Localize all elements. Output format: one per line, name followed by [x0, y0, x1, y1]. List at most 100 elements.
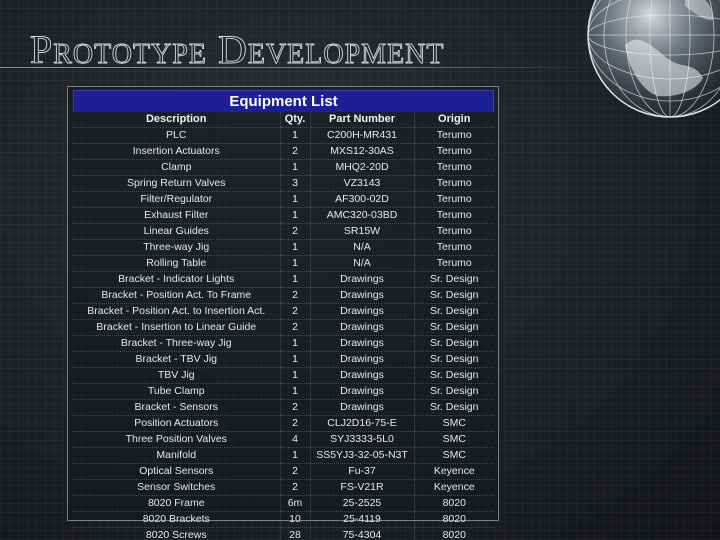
- cell-qty: 2: [279, 287, 310, 304]
- cell-origin: Sr. Design: [413, 319, 494, 336]
- table-row: Three Position Valves 4 SYJ3333-5L0 SMC: [73, 431, 494, 448]
- cell-description: Bracket - Position Act. To Frame: [73, 287, 280, 304]
- cell-origin: Sr. Design: [413, 383, 494, 400]
- cell-qty: 4: [279, 431, 310, 448]
- table-header-row: Description Qty. Part Number Origin: [73, 112, 494, 128]
- cell-origin: Sr. Design: [413, 335, 494, 352]
- cell-description: Three-way Jig: [73, 239, 280, 256]
- cell-origin: Terumo: [413, 255, 494, 272]
- table-row: Bracket - Indicator Lights 1 Drawings Sr. D…: [73, 271, 494, 288]
- cell-description: Manifold: [73, 447, 280, 464]
- cell-qty: 28: [279, 527, 310, 540]
- cell-description: PLC: [73, 127, 280, 144]
- cell-qty: 1: [279, 191, 310, 208]
- cell-origin: Terumo: [413, 207, 494, 224]
- table-row: Position Actuators 2 CLJ2D16-75-E SMC: [73, 415, 494, 432]
- cell-part-number: VZ3143: [309, 175, 414, 192]
- table-row: Bracket - Insertion to Linear Guide 2 Draw…: [73, 319, 494, 336]
- table-body: PLC 1 C200H-MR431 Terumo Insertion Actuators…: [73, 127, 494, 540]
- table-row: 8020 Screws 28 75-4304 8020: [73, 527, 494, 540]
- title-divider: [0, 67, 600, 68]
- cell-qty: 1: [279, 255, 310, 272]
- cell-origin: Terumo: [413, 239, 494, 256]
- cell-part-number: 25-4119: [309, 511, 414, 528]
- cell-part-number: Fu-37: [309, 463, 414, 480]
- cell-part-number: SS5YJ3-32-05-N3T: [309, 447, 414, 464]
- cell-part-number: C200H-MR431: [309, 127, 414, 144]
- cell-qty: 1: [279, 383, 310, 400]
- cell-description: Optical Sensors: [73, 463, 280, 480]
- cell-part-number: N/A: [309, 239, 414, 256]
- cell-qty: 1: [279, 335, 310, 352]
- cell-description: Bracket - Position Act. to Insertion Act…: [73, 303, 280, 320]
- table-row: PLC 1 C200H-MR431 Terumo: [73, 127, 494, 144]
- column-header-origin: Origin: [413, 112, 494, 128]
- cell-part-number: Drawings: [309, 319, 414, 336]
- table-row: Bracket - Position Act. To Frame 2 Drawing…: [73, 287, 494, 304]
- column-header-description: Description: [73, 112, 280, 128]
- table-row: Exhaust Filter 1 AMC320-03BD Terumo: [73, 207, 494, 224]
- table-row: Tube Clamp 1 Drawings Sr. Design: [73, 383, 494, 400]
- cell-qty: 1: [279, 271, 310, 288]
- cell-origin: Keyence: [413, 463, 494, 480]
- cell-part-number: Drawings: [309, 271, 414, 288]
- cell-origin: Sr. Design: [413, 303, 494, 320]
- cell-description: Insertion Actuators: [73, 143, 280, 160]
- cell-qty: 2: [279, 415, 310, 432]
- cell-qty: 6m: [279, 495, 310, 512]
- cell-qty: 1: [279, 447, 310, 464]
- cell-qty: 2: [279, 319, 310, 336]
- table-row: TBV Jig 1 Drawings Sr. Design: [73, 367, 494, 384]
- cell-description: TBV Jig: [73, 367, 280, 384]
- cell-origin: Terumo: [413, 175, 494, 192]
- table-row: Linear Guides 2 SR15W Terumo: [73, 223, 494, 240]
- table-row: Spring Return Valves 3 VZ3143 Terumo: [73, 175, 494, 192]
- column-header-part-number: Part Number: [309, 112, 414, 128]
- globe-icon: [587, 0, 720, 118]
- column-header-qty: Qty.: [279, 112, 310, 128]
- cell-origin: Sr. Design: [413, 351, 494, 368]
- cell-qty: 1: [279, 207, 310, 224]
- table-row: Optical Sensors 2 Fu-37 Keyence: [73, 463, 494, 480]
- cell-origin: 8020: [413, 527, 494, 540]
- table-row: Three-way Jig 1 N/A Terumo: [73, 239, 494, 256]
- cell-origin: Terumo: [413, 159, 494, 176]
- cell-origin: 8020: [413, 495, 494, 512]
- cell-origin: Sr. Design: [413, 399, 494, 416]
- cell-qty: 2: [279, 223, 310, 240]
- cell-origin: Sr. Design: [413, 287, 494, 304]
- table-row: Filter/Regulator 1 AF300-02D Terumo: [73, 191, 494, 208]
- cell-part-number: Drawings: [309, 383, 414, 400]
- cell-origin: Keyence: [413, 479, 494, 496]
- equipment-list-table: Equipment List Description Qty. Part Num…: [73, 90, 494, 540]
- cell-origin: Sr. Design: [413, 271, 494, 288]
- slide-title: Prototype Development: [30, 27, 445, 72]
- table-caption: Equipment List: [73, 90, 494, 112]
- cell-part-number: 75-4304: [309, 527, 414, 540]
- cell-description: 8020 Screws: [73, 527, 280, 540]
- table-row: 8020 Brackets 10 25-4119 8020: [73, 511, 494, 528]
- cell-qty: 2: [279, 303, 310, 320]
- cell-origin: Terumo: [413, 143, 494, 160]
- table-row: Bracket - TBV Jig 1 Drawings Sr. Design: [73, 351, 494, 368]
- cell-origin: Terumo: [413, 191, 494, 208]
- cell-description: Linear Guides: [73, 223, 280, 240]
- cell-origin: 8020: [413, 511, 494, 528]
- cell-qty: 10: [279, 511, 310, 528]
- cell-qty: 3: [279, 175, 310, 192]
- cell-qty: 2: [279, 463, 310, 480]
- cell-description: Bracket - Sensors: [73, 399, 280, 416]
- cell-qty: 2: [279, 143, 310, 160]
- table-row: Bracket - Sensors 2 Drawings Sr. Design: [73, 399, 494, 416]
- table-row: 8020 Frame 6m 25-2525 8020: [73, 495, 494, 512]
- cell-part-number: Drawings: [309, 351, 414, 368]
- cell-description: Bracket - Insertion to Linear Guide: [73, 319, 280, 336]
- cell-qty: 1: [279, 367, 310, 384]
- cell-origin: Terumo: [413, 127, 494, 144]
- cell-part-number: SR15W: [309, 223, 414, 240]
- cell-part-number: Drawings: [309, 287, 414, 304]
- cell-part-number: MXS12-30AS: [309, 143, 414, 160]
- cell-description: Exhaust Filter: [73, 207, 280, 224]
- cell-part-number: Drawings: [309, 367, 414, 384]
- cell-origin: Sr. Design: [413, 367, 494, 384]
